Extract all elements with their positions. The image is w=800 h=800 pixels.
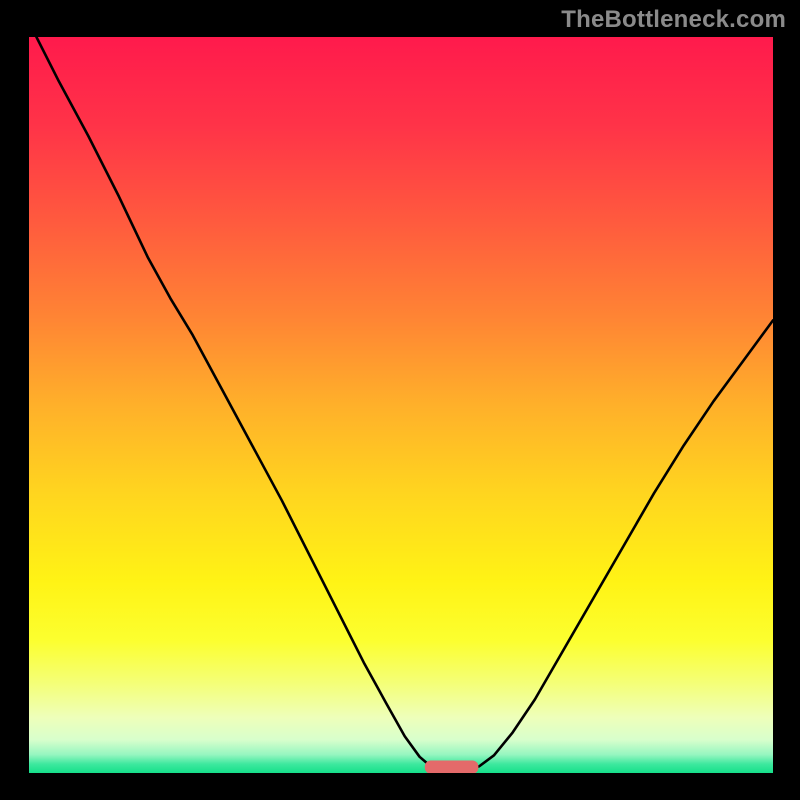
optimal-range-marker xyxy=(425,760,479,773)
chart-background xyxy=(29,37,773,773)
watermark-text: TheBottleneck.com xyxy=(561,6,786,34)
chart-plot-area xyxy=(29,37,773,773)
chart-svg xyxy=(29,37,773,773)
